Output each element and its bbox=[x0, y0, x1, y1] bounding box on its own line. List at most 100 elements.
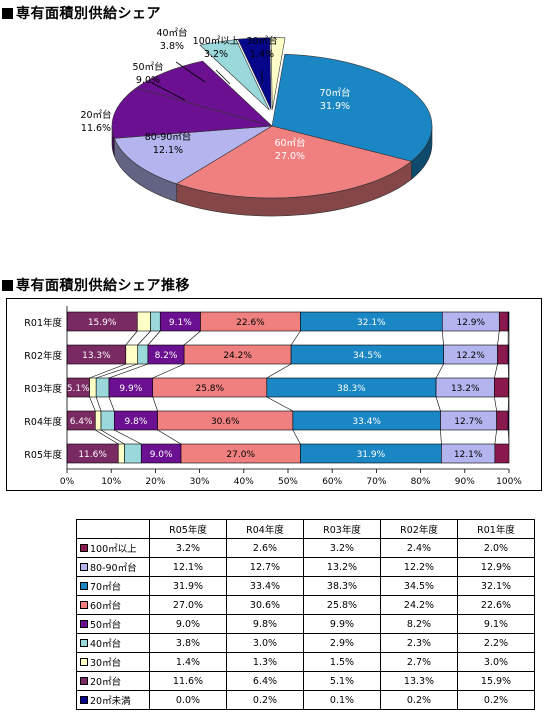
table-cell: 38.3% bbox=[303, 576, 381, 596]
bar-connector bbox=[108, 396, 115, 412]
bar-connector bbox=[100, 429, 125, 445]
table-column-header: R02年度 bbox=[380, 519, 458, 539]
table-row-label: 30㎡台 bbox=[76, 652, 150, 672]
bar-connector bbox=[137, 330, 151, 346]
bar-category-label: R05年度 bbox=[24, 449, 62, 461]
svg-text:50㎡台: 50㎡台 bbox=[132, 61, 163, 73]
bar-data-label: 9.9% bbox=[119, 384, 142, 394]
bar-connector bbox=[152, 363, 185, 379]
table-cell: 8.2% bbox=[380, 614, 458, 634]
pie-slice-1 bbox=[175, 125, 413, 199]
bar-data-label: 12.7% bbox=[454, 417, 483, 427]
pie-slice-0 bbox=[271, 53, 433, 162]
pie-label-5: 40㎡台 3.8% bbox=[156, 27, 187, 52]
table-cell: 9.8% bbox=[226, 614, 304, 634]
table-cell: 1.4% bbox=[149, 652, 227, 672]
bar-connector bbox=[114, 429, 142, 445]
table-cell: 1.5% bbox=[303, 652, 381, 672]
bar-segment bbox=[117, 443, 125, 464]
stacked-bar-chart: R01年度 15.9% 9.1% 22.6% 32.1% 12.9% R02年度 13.3% 8… bbox=[24, 306, 522, 487]
table-cell: 9.1% bbox=[457, 614, 535, 634]
table-corner-cell bbox=[76, 519, 150, 539]
bar-segment bbox=[94, 410, 102, 431]
bar-data-label: 9.0% bbox=[150, 450, 173, 460]
table-cell: 3.0% bbox=[457, 652, 535, 672]
table-cell: 5.1% bbox=[303, 671, 381, 691]
pie-slice-2 bbox=[113, 125, 273, 185]
bar-data-label: 6.4% bbox=[70, 417, 93, 427]
table-row-label: 20㎡台 bbox=[76, 671, 150, 691]
table-cell: 3.2% bbox=[303, 538, 381, 558]
pie-leader-0 bbox=[175, 61, 206, 83]
svg-text:27.0%: 27.0% bbox=[275, 151, 305, 162]
table-cell: 1.3% bbox=[226, 652, 304, 672]
bar-connector bbox=[125, 330, 138, 346]
bar-segment bbox=[498, 311, 509, 332]
table-header-row: R05年度 R04年度 R03年度 R02年度 R01年度 bbox=[76, 519, 535, 539]
bar-category-label: R04年度 bbox=[24, 416, 62, 428]
table-row: 20㎡未満 0.0% 0.2% 0.1% 0.2% 0.2% bbox=[76, 690, 535, 710]
table-cell: 11.6% bbox=[149, 671, 227, 691]
pie-label-6: 100㎡以上 3.2% bbox=[193, 36, 240, 60]
svg-text:12.1%: 12.1% bbox=[153, 145, 183, 156]
x-tick-label: 10% bbox=[101, 477, 121, 487]
bar-connector bbox=[494, 363, 498, 379]
bar-category-label: R03年度 bbox=[24, 383, 62, 395]
table-row-label: 40㎡台 bbox=[76, 633, 150, 653]
legend-swatch bbox=[80, 544, 88, 552]
table-cell: 9.9% bbox=[303, 614, 381, 634]
legend-swatch bbox=[80, 582, 88, 590]
bar-segment bbox=[136, 311, 151, 332]
pie-label-2: 80-90㎡台 12.1% bbox=[145, 131, 192, 156]
table-cell: 2.0% bbox=[457, 538, 535, 558]
bar-connector bbox=[108, 363, 148, 379]
table-cell: 3.8% bbox=[149, 633, 227, 653]
bar-data-label: 34.5% bbox=[353, 351, 382, 361]
share-data-table: R05年度 R04年度 R03年度 R02年度 R01年度 100㎡以上 3.2% 2.6%… bbox=[76, 519, 535, 710]
bar-connector bbox=[435, 363, 444, 379]
table-cell: 12.7% bbox=[226, 557, 304, 577]
bar-data-label: 12.9% bbox=[456, 318, 485, 328]
bar-connector bbox=[440, 429, 442, 445]
bar-connector bbox=[152, 396, 158, 412]
pie-slice-6 bbox=[237, 37, 272, 110]
x-tick-label: 60% bbox=[322, 477, 342, 487]
pie-section-title: 専有面積別供給シェア bbox=[2, 3, 161, 23]
bar-connector bbox=[89, 363, 126, 379]
legend-swatch bbox=[80, 563, 88, 571]
bar-connector bbox=[157, 429, 182, 445]
bar-segment bbox=[125, 344, 139, 365]
bar-data-label: 9.8% bbox=[125, 417, 148, 427]
table-cell: 9.0% bbox=[149, 614, 227, 634]
bar-data-label: 30.6% bbox=[211, 417, 240, 427]
bar-data-label: 22.6% bbox=[236, 318, 265, 328]
svg-text:20㎡台: 20㎡台 bbox=[80, 109, 111, 121]
table-row: 100㎡以上 3.2% 2.6% 3.2% 2.4% 2.0% bbox=[76, 538, 535, 558]
pie-chart: 70㎡台 31.9% 60㎡台 27.0% 80-90㎡台 12.1% 20㎡台 11.6% 5… bbox=[80, 27, 433, 217]
table-cell: 31.9% bbox=[149, 576, 227, 596]
bar-connector bbox=[494, 429, 497, 445]
x-tick-label: 0% bbox=[60, 477, 75, 487]
table-row-label: 80-90㎡台 bbox=[76, 557, 150, 577]
x-tick-label: 30% bbox=[190, 477, 210, 487]
table-row: 20㎡台 11.6% 6.4% 5.1% 13.3% 15.9% bbox=[76, 671, 535, 691]
bar-data-label: 15.9% bbox=[88, 318, 117, 328]
svg-text:80-90㎡台: 80-90㎡台 bbox=[145, 131, 192, 143]
x-tick-label: 100% bbox=[496, 477, 522, 487]
table-cell: 2.2% bbox=[457, 633, 535, 653]
bar-connector bbox=[441, 330, 444, 346]
svg-text:100㎡以上: 100㎡以上 bbox=[193, 36, 240, 47]
bar-data-label: 27.0% bbox=[226, 450, 255, 460]
table-body: 100㎡以上 3.2% 2.6% 3.2% 2.4% 2.0% 80-90㎡台 12.1% 12… bbox=[76, 538, 535, 710]
title-square-icon bbox=[2, 8, 13, 19]
svg-text:9.0%: 9.0% bbox=[136, 75, 160, 86]
table-cell: 2.3% bbox=[380, 633, 458, 653]
table-cell: 0.0% bbox=[149, 690, 227, 710]
table-row: 50㎡台 9.0% 9.8% 9.9% 8.2% 9.1% bbox=[76, 614, 535, 634]
pie-leader-3 bbox=[149, 81, 186, 101]
bar-data-label: 13.2% bbox=[451, 384, 480, 394]
bar-connector bbox=[95, 396, 102, 412]
pie-label-3: 20㎡台 11.6% bbox=[80, 109, 111, 134]
x-tick-label: 50% bbox=[278, 477, 298, 487]
bar-data-label: 31.9% bbox=[357, 450, 386, 460]
